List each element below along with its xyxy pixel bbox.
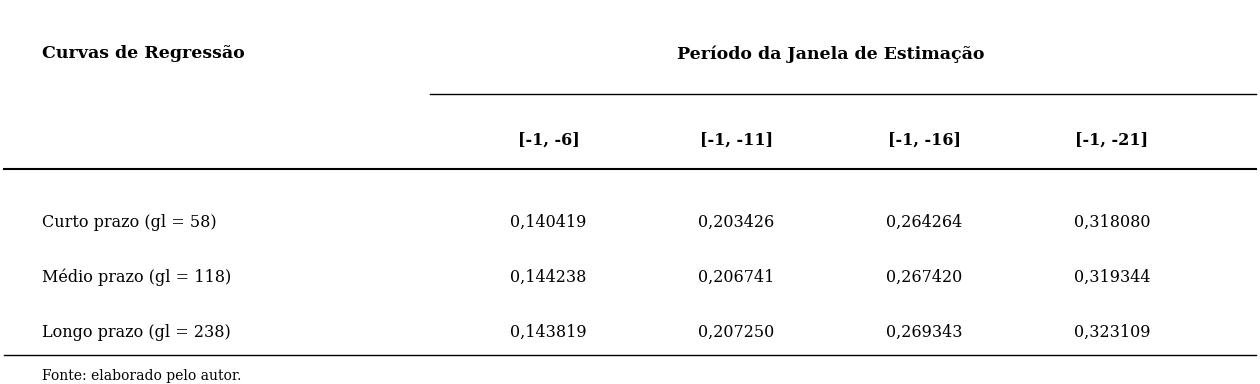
Text: Período da Janela de Estimação: Período da Janela de Estimação [677,45,984,63]
Text: 0,206741: 0,206741 [698,269,775,286]
Text: Curvas de Regressão: Curvas de Regressão [42,45,244,63]
Text: Fonte: elaborado pelo autor.: Fonte: elaborado pelo autor. [42,369,241,383]
Text: [-1, -21]: [-1, -21] [1075,131,1148,149]
Text: [-1, -6]: [-1, -6] [518,131,580,149]
Text: 0,207250: 0,207250 [698,324,775,341]
Text: Médio prazo (gl = 118): Médio prazo (gl = 118) [42,269,231,286]
Text: 0,319344: 0,319344 [1074,269,1150,286]
Text: 0,144238: 0,144238 [510,269,587,286]
Text: 0,203426: 0,203426 [698,214,775,231]
Text: Longo prazo (gl = 238): Longo prazo (gl = 238) [42,324,231,341]
Text: Curto prazo (gl = 58): Curto prazo (gl = 58) [42,214,217,231]
Text: 0,140419: 0,140419 [510,214,587,231]
Text: [-1, -11]: [-1, -11] [699,131,772,149]
Text: 0,143819: 0,143819 [510,324,587,341]
Text: 0,323109: 0,323109 [1074,324,1150,341]
Text: [-1, -16]: [-1, -16] [887,131,960,149]
Text: 0,267420: 0,267420 [886,269,963,286]
Text: 0,269343: 0,269343 [886,324,963,341]
Text: 0,318080: 0,318080 [1074,214,1150,231]
Text: 0,264264: 0,264264 [886,214,963,231]
